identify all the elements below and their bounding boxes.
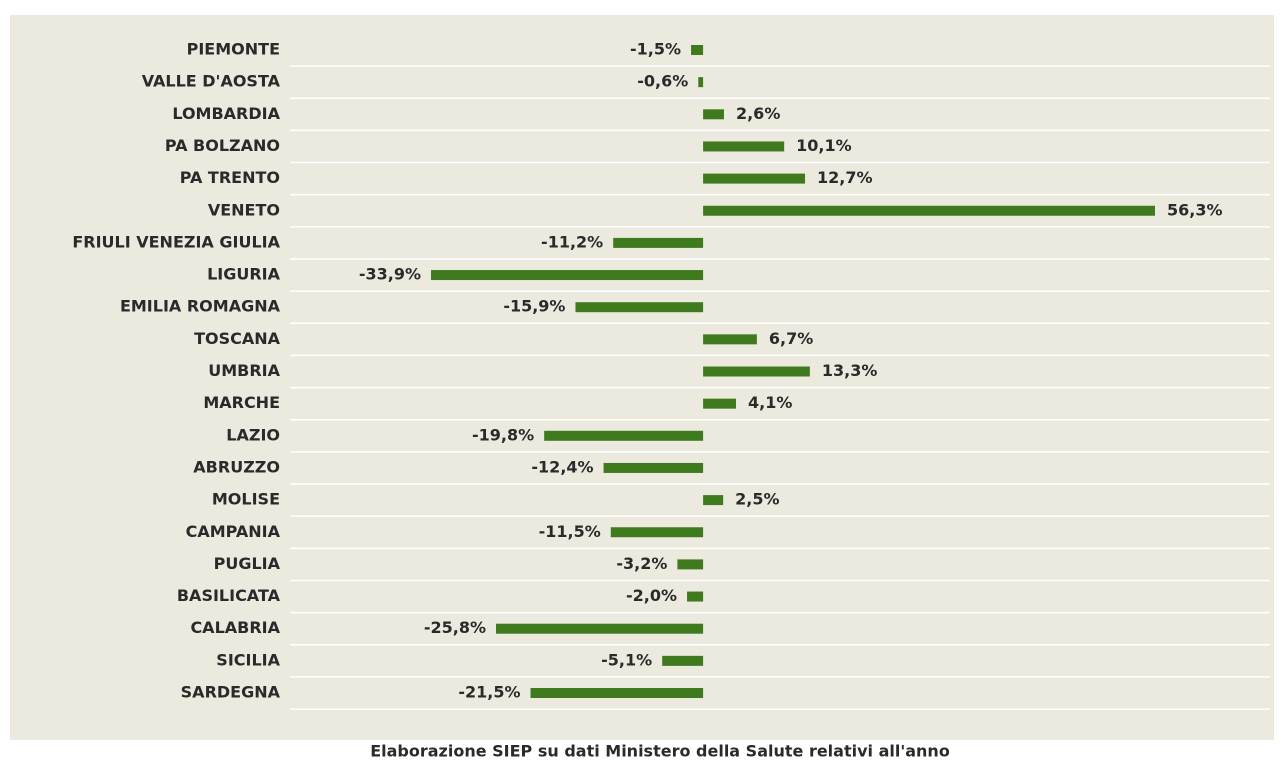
category-label: EMILIA ROMAGNA xyxy=(120,297,281,316)
category-label: BASILICATA xyxy=(177,586,281,605)
value-label: 6,7% xyxy=(769,329,813,348)
bar xyxy=(703,495,724,506)
bar xyxy=(703,109,724,120)
value-label: -3,2% xyxy=(616,554,667,573)
value-label: -5,1% xyxy=(601,650,652,669)
caption: Elaborazione SIEP su dati Ministero dell… xyxy=(370,742,950,761)
bar xyxy=(691,45,704,55)
bar xyxy=(687,591,704,602)
category-label: FRIULI VENEZIA GIULIA xyxy=(72,232,280,251)
bar xyxy=(530,688,704,698)
bar xyxy=(544,430,704,441)
bar xyxy=(703,173,806,184)
plot-background xyxy=(10,15,1274,740)
bar xyxy=(703,334,757,345)
value-label: -25,8% xyxy=(424,618,486,637)
value-label: -19,8% xyxy=(472,425,534,444)
category-label: VENETO xyxy=(208,200,280,219)
category-label: PIEMONTE xyxy=(187,40,280,59)
bar xyxy=(703,366,810,377)
category-label: SARDEGNA xyxy=(181,683,281,702)
category-label: VALLE D'AOSTA xyxy=(142,72,281,91)
value-label: -2,0% xyxy=(626,586,677,605)
category-label: PA TRENTO xyxy=(180,168,280,187)
category-label: MOLISE xyxy=(212,490,280,509)
category-label: LIGURIA xyxy=(207,265,281,284)
category-label: PA BOLZANO xyxy=(165,136,280,155)
category-label: PUGLIA xyxy=(214,554,281,573)
value-label: 56,3% xyxy=(1167,200,1223,219)
category-label: MARCHE xyxy=(203,393,280,412)
value-label: -33,9% xyxy=(359,265,421,284)
value-label: 12,7% xyxy=(817,168,873,187)
category-label: TOSCANA xyxy=(194,329,281,348)
value-label: 4,1% xyxy=(748,393,792,412)
value-label: -21,5% xyxy=(458,683,520,702)
category-label: LOMBARDIA xyxy=(172,104,280,123)
bar xyxy=(496,623,704,634)
bar xyxy=(703,205,1155,216)
value-label: 2,6% xyxy=(736,104,780,123)
value-label: 2,5% xyxy=(735,490,779,509)
bar xyxy=(703,398,737,409)
value-label: -1,5% xyxy=(630,40,681,59)
bar xyxy=(613,237,704,248)
bar xyxy=(703,141,785,152)
value-label: -11,2% xyxy=(541,232,603,251)
bar xyxy=(662,655,704,666)
value-label: -15,9% xyxy=(503,297,565,316)
category-label: UMBRIA xyxy=(208,361,280,380)
category-label: CALABRIA xyxy=(190,618,280,637)
value-label: 13,3% xyxy=(822,361,878,380)
bar xyxy=(677,559,704,570)
value-label: -0,6% xyxy=(637,72,688,91)
value-label: -12,4% xyxy=(531,457,593,476)
category-label: LAZIO xyxy=(226,425,280,444)
bar xyxy=(575,302,704,313)
category-label: ABRUZZO xyxy=(193,457,280,476)
value-label: -11,5% xyxy=(539,522,601,541)
value-label: 10,1% xyxy=(796,136,852,155)
category-label: CAMPANIA xyxy=(186,522,281,541)
bar xyxy=(431,270,704,281)
category-label: SICILIA xyxy=(216,650,280,669)
bar xyxy=(610,527,704,538)
bar xyxy=(603,462,704,473)
bar xyxy=(698,77,704,88)
